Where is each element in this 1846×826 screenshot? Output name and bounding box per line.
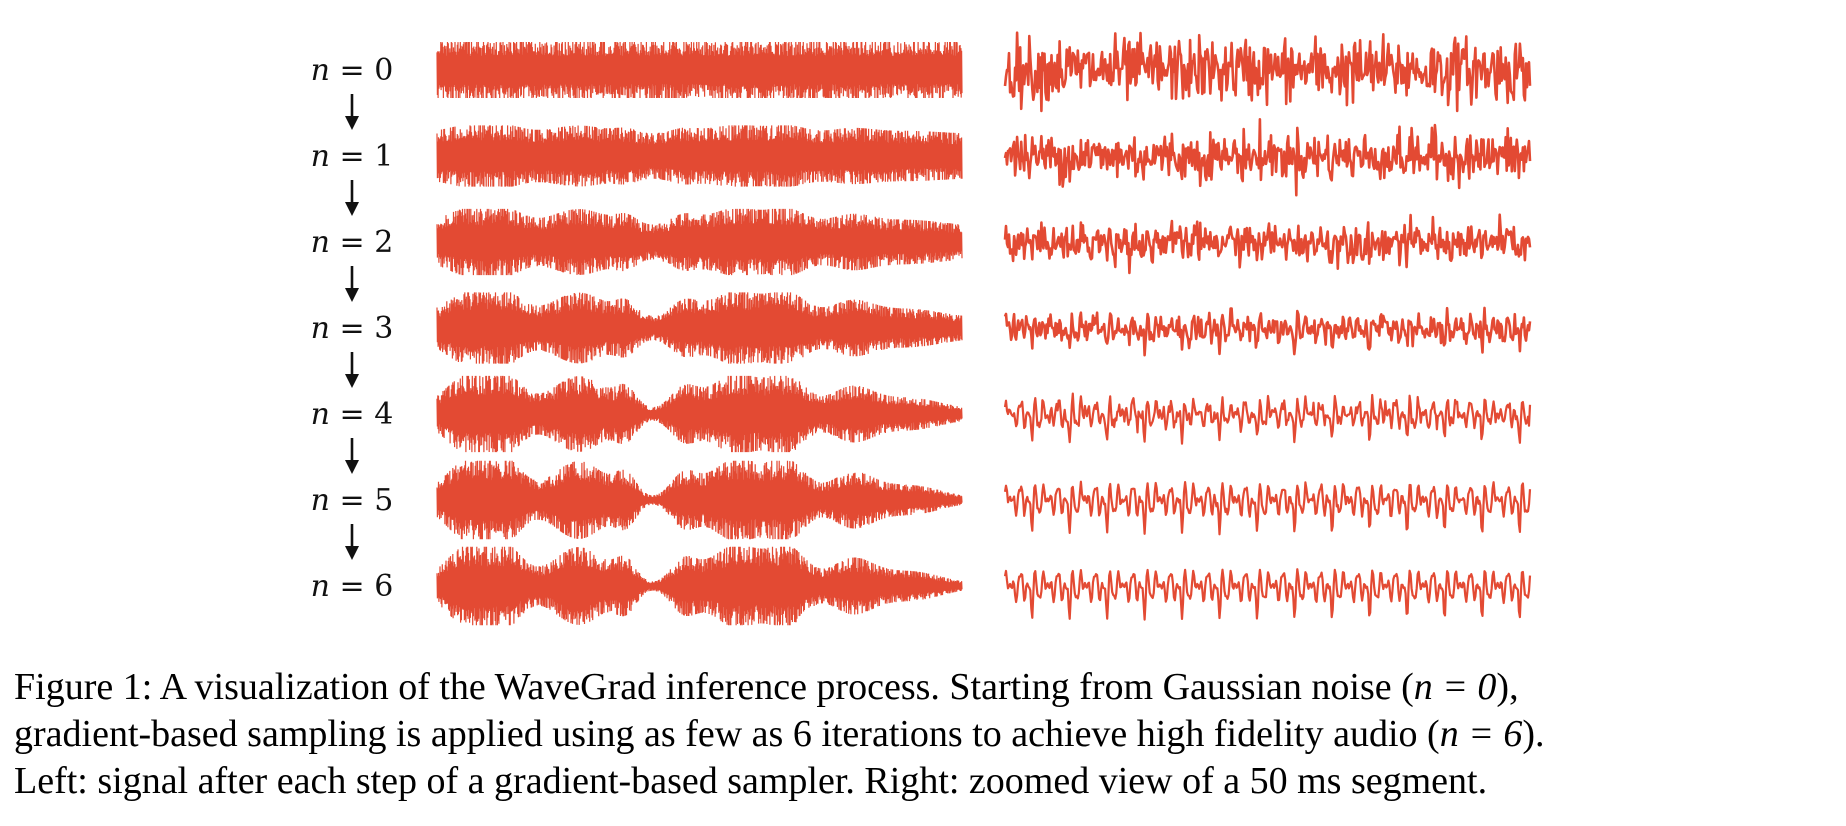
- full-signal-wave-n3: [436, 292, 963, 364]
- caption-line-2-suffix: ).: [1522, 713, 1545, 755]
- step-labels: n = 0 n = 1 n = 2 n = 3 n = 4 n = 5 n = 6: [311, 53, 394, 604]
- full-signal-wave-n2: [436, 208, 963, 276]
- step-arrows: [345, 94, 359, 560]
- step-label-n5: n = 5: [311, 483, 394, 518]
- down-arrow-icon: [345, 94, 359, 130]
- waveform-figure: n = 0 n = 1 n = 2 n = 3 n = 4 n = 5 n = 6: [311, 31, 1532, 626]
- zoomed-signal-wave-n2: [1003, 213, 1532, 275]
- full-signal-wave-n4: [436, 375, 963, 453]
- down-arrow-icon: [345, 180, 359, 216]
- caption-line-1: Figure 1: A visualization of the WaveGra…: [14, 664, 1840, 711]
- figure-caption: Figure 1: A visualization of the WaveGra…: [14, 664, 1840, 805]
- caption-line-1-suffix: ),: [1496, 666, 1519, 708]
- full-signal-wave-n0: [436, 41, 963, 99]
- zoomed-signal-wave-n5: [1003, 480, 1532, 536]
- caption-line-3: Left: signal after each step of a gradie…: [14, 760, 1488, 802]
- caption-line-2: gradient-based sampling is applied using…: [14, 711, 1840, 758]
- caption-math-n6: n = 6: [1439, 713, 1523, 755]
- zoomed-signal-wave-n0: [1003, 31, 1532, 113]
- step-label-n0: n = 0: [311, 53, 394, 88]
- zoomed-signal-wave-n3: [1003, 306, 1532, 357]
- full-signal-wave-n1: [436, 125, 963, 187]
- caption-line-2-prefix: gradient-based sampling is applied using…: [14, 713, 1440, 755]
- zoomed-signal-column: [1003, 31, 1532, 621]
- down-arrow-icon: [345, 438, 359, 474]
- step-label-n6: n = 6: [311, 569, 394, 604]
- full-signal-wave-n5: [436, 460, 963, 540]
- full-signal-column: [436, 41, 963, 626]
- zoomed-signal-wave-n1: [1003, 118, 1532, 197]
- step-label-n2: n = 2: [311, 225, 394, 260]
- zoomed-signal-wave-n6: [1003, 568, 1532, 621]
- caption-line-1-prefix: Figure 1: A visualization of the WaveGra…: [14, 666, 1414, 708]
- down-arrow-icon: [345, 266, 359, 302]
- step-label-n1: n = 1: [311, 139, 394, 174]
- caption-math-n0: n = 0: [1413, 666, 1497, 708]
- full-signal-wave-n6: [436, 546, 963, 626]
- step-label-n4: n = 4: [311, 397, 394, 432]
- down-arrow-icon: [345, 524, 359, 560]
- down-arrow-icon: [345, 352, 359, 388]
- zoomed-signal-wave-n4: [1003, 392, 1532, 445]
- step-label-n3: n = 3: [311, 311, 394, 346]
